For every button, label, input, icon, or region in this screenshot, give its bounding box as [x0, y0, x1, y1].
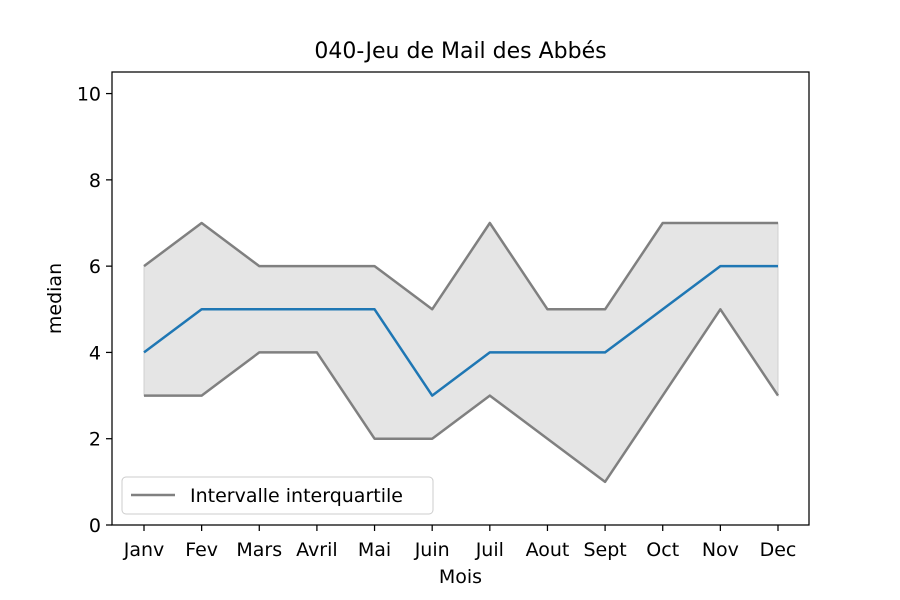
- upper-quartile-line: [143, 221, 778, 311]
- x-axis: Janv Fev Mars Avril Mai Juin Juil Aout Sept Oct No…: [123, 525, 797, 561]
- x-tick-label: Avril: [296, 539, 338, 561]
- y-tick-label: 2: [89, 429, 101, 451]
- x-tick-label: Nov: [702, 539, 739, 561]
- median-line: [143, 264, 778, 397]
- legend-box: [121, 476, 434, 515]
- y-tick-label: 8: [89, 170, 101, 192]
- x-tick-label: Sept: [583, 539, 626, 561]
- legend-label-iqr: Intervalle interquartile: [190, 485, 403, 507]
- y-axis: 0 2 4 6 8 10: [77, 84, 112, 537]
- x-tick-label: Oct: [646, 539, 679, 561]
- x-tick-label: Mai: [358, 539, 391, 561]
- iqr-band: [143, 222, 779, 483]
- x-tick-label: Fev: [185, 539, 218, 561]
- x-tick-label: Janv: [123, 539, 165, 561]
- y-tick-label: 10: [77, 84, 101, 106]
- y-tick-label: 0: [89, 515, 101, 537]
- iqr-band-fill: [143, 222, 779, 483]
- y-tick-label: 4: [89, 342, 101, 364]
- plot-frame: [111, 71, 810, 526]
- x-tick-label: Dec: [760, 539, 797, 561]
- x-tick-label: Juil: [475, 539, 504, 561]
- x-tick-label: Aout: [526, 539, 570, 561]
- y-tick-label: 6: [89, 256, 101, 278]
- x-tick-label: Juin: [414, 539, 450, 561]
- series-lines: [143, 221, 780, 484]
- x-axis-label: Mois: [439, 566, 482, 588]
- y-axis-label: median: [44, 263, 66, 334]
- x-tick-label: Mars: [236, 539, 282, 561]
- lower-quartile-line: [144, 308, 780, 484]
- legend: Intervalle interquartile: [121, 476, 434, 515]
- chart-title: 040-Jeu de Mail des Abbés: [314, 39, 606, 64]
